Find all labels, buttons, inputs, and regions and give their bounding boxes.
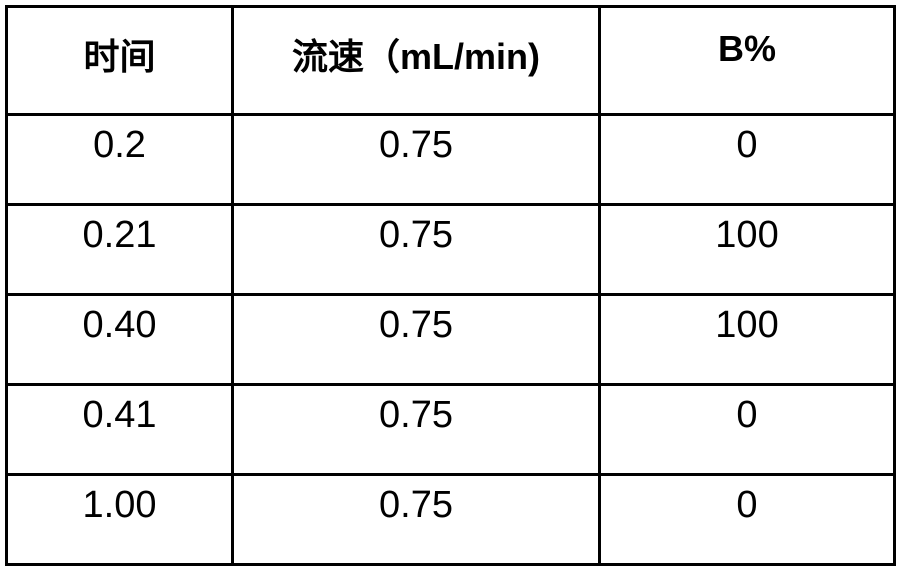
cell-time: 0.2: [5, 113, 234, 206]
cell-time: 0.41: [5, 383, 234, 476]
cell-b-percent: 0: [598, 473, 896, 566]
cell-b-percent: 100: [598, 203, 896, 296]
header-flow-rate: 流速（mL/min): [231, 5, 601, 116]
table-row: 0.21 0.75 100: [5, 203, 896, 296]
cell-time: 1.00: [5, 473, 234, 566]
cell-time: 0.21: [5, 203, 234, 296]
header-row: 时间 流速（mL/min) B%: [5, 5, 896, 116]
cell-b-percent: 100: [598, 293, 896, 386]
table-row: 0.41 0.75 0: [5, 383, 896, 476]
table-row: 0.40 0.75 100: [5, 293, 896, 386]
table-row: 1.00 0.75 0: [5, 473, 896, 566]
cell-flow-rate: 0.75: [231, 203, 601, 296]
cell-flow-rate: 0.75: [231, 293, 601, 386]
gradient-table: 时间 流速（mL/min) B% 0.2 0.75 0 0.21 0.75 10…: [5, 5, 896, 566]
table-row: 0.2 0.75 0: [5, 113, 896, 206]
header-b-percent: B%: [598, 5, 896, 116]
header-time: 时间: [5, 5, 234, 116]
cell-b-percent: 0: [598, 113, 896, 206]
cell-time: 0.40: [5, 293, 234, 386]
cell-flow-rate: 0.75: [231, 383, 601, 476]
cell-flow-rate: 0.75: [231, 473, 601, 566]
cell-flow-rate: 0.75: [231, 113, 601, 206]
cell-b-percent: 0: [598, 383, 896, 476]
